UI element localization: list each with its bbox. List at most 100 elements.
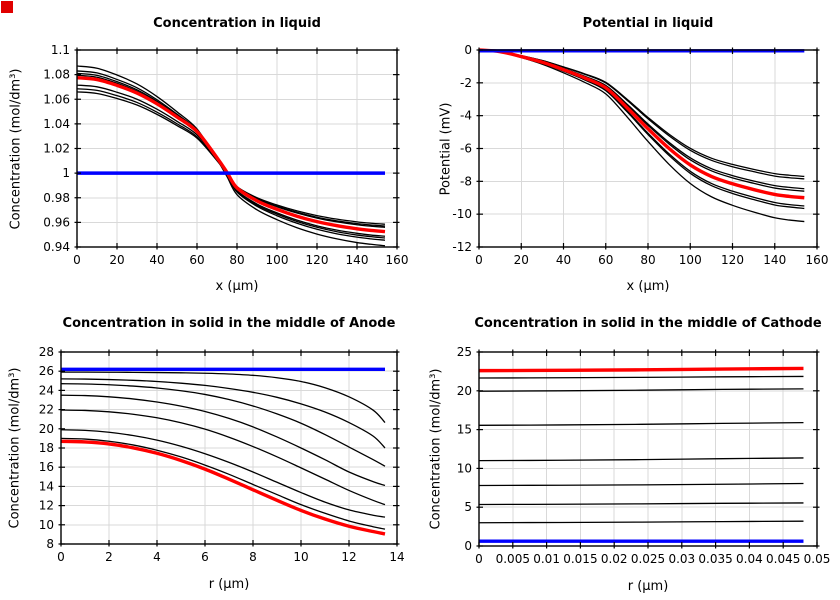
y-tick-label: 26	[39, 364, 54, 378]
series-t-mid-5	[60, 409, 386, 506]
series-t-mid-3	[76, 84, 386, 228]
series-t-mid-2	[478, 49, 805, 180]
y-tick-label: 0	[464, 43, 472, 57]
x-tick-label: 6	[201, 550, 209, 564]
y-tick-label: 0	[464, 539, 472, 553]
y-tick-label: 0.98	[43, 191, 70, 205]
y-tick-label: -6	[460, 142, 472, 156]
y-tick-label: -10	[452, 207, 472, 221]
series-t-mid-6	[76, 70, 386, 241]
y-tick-label: 1.1	[51, 43, 70, 57]
y-tick-label: 0.94	[43, 240, 70, 254]
x-tick-label: 100	[266, 253, 289, 267]
series-t-mid-3	[478, 421, 804, 426]
x-tick-label: 0.03	[668, 552, 695, 566]
y-tick-label: 18	[39, 441, 54, 455]
x-tick-label: 0.045	[766, 552, 800, 566]
x-tick-label: 160	[806, 253, 829, 267]
series-t-final	[478, 366, 804, 373]
x-tick-label: 0	[73, 253, 81, 267]
recording-indicator	[1, 1, 13, 13]
y-tick-label: 20	[457, 384, 472, 398]
chart-title: Concentration in liquid	[153, 16, 321, 31]
y-tick-label: 15	[457, 423, 472, 437]
x-tick-label: 140	[763, 253, 786, 267]
series-t-mid-1	[76, 91, 386, 225]
x-tick-label: 0	[475, 253, 483, 267]
series-t-mid-2	[60, 378, 386, 449]
y-tick-label: 28	[39, 345, 54, 359]
x-tick-label: 8	[249, 550, 257, 564]
series-t-mid-6	[478, 49, 805, 210]
x-tick-label: 2	[105, 550, 113, 564]
y-tick-label: 10	[39, 518, 54, 532]
chart-title: Concentration in solid in the middle of …	[62, 316, 396, 331]
x-tick-label: 12	[341, 550, 356, 564]
y-tick-label: 1.04	[43, 117, 70, 131]
series-t-mid-7	[478, 520, 804, 524]
y-tick-label: 25	[457, 345, 472, 359]
x-axis-label: r (µm)	[627, 579, 669, 594]
x-tick-label: 60	[598, 253, 613, 267]
y-tick-label: 1.06	[43, 92, 70, 106]
x-tick-label: 120	[306, 253, 329, 267]
x-tick-label: 10	[293, 550, 308, 564]
y-tick-label: 12	[39, 499, 54, 513]
y-tick-label: -12	[452, 240, 472, 254]
chart-concentration-in-liquid: Concentration in liquid Concentration (m…	[0, 0, 420, 300]
y-tick-label: 1	[62, 166, 70, 180]
series-t-final	[478, 48, 805, 200]
plot-area: 0 20 40 60 80 100 120 140 160 0 -2 -4 -6 -8 -10 -12	[452, 43, 829, 267]
x-tick-label: 0.025	[631, 552, 665, 566]
series-t-final	[60, 439, 386, 536]
series-t-mid-4	[478, 457, 804, 462]
y-tick-label: 0.96	[43, 215, 70, 229]
y-tick-label: 10	[457, 461, 472, 475]
x-tick-label: 0	[57, 550, 65, 564]
y-tick-label: -8	[460, 174, 472, 188]
x-axis-label: x (µm)	[215, 279, 259, 294]
x-tick-label: 60	[189, 253, 204, 267]
chart-title: Concentration in solid in the middle of …	[474, 316, 822, 331]
y-tick-label: -4	[460, 109, 472, 123]
chart-anode-solid-concentration: Concentration in solid in the middle of …	[0, 300, 420, 600]
y-tick-label: 20	[39, 422, 54, 436]
plot-area: 0 0.005 0.01 0.015 0.02 0.025 0.03 0.035 0.04 0.0…	[457, 345, 831, 566]
y-tick-label: 8	[46, 537, 54, 551]
x-tick-label: 4	[153, 550, 161, 564]
series-t-mid-7	[60, 437, 386, 530]
x-tick-label: 0.035	[698, 552, 732, 566]
x-tick-label: 0.05	[804, 552, 831, 566]
x-axis-label: r (µm)	[208, 577, 250, 592]
chart-potential-in-liquid: Potential in liquid Potential (mV) 0 20 40…	[420, 0, 840, 300]
x-tick-label: 0.02	[601, 552, 628, 566]
y-tick-label: 24	[39, 383, 54, 397]
x-tick-label: 0.01	[533, 552, 560, 566]
x-axis-label: x (µm)	[626, 279, 670, 294]
y-tick-label: 22	[39, 403, 54, 417]
x-tick-label: 0.005	[496, 552, 530, 566]
x-tick-label: 40	[149, 253, 164, 267]
series-t-mid-3	[60, 383, 386, 467]
x-tick-label: 80	[640, 253, 655, 267]
y-tick-label: 1.08	[43, 68, 70, 82]
chart-cathode-solid-concentration: Concentration in solid in the middle of …	[420, 300, 840, 600]
y-tick-label: 14	[39, 479, 54, 493]
y-tick-label: -2	[460, 76, 472, 90]
x-tick-label: 14	[389, 550, 404, 564]
series-t-mid-7	[76, 65, 386, 247]
x-tick-label: 100	[679, 253, 702, 267]
series-t-mid-6	[478, 502, 804, 506]
x-tick-label: 40	[556, 253, 571, 267]
x-tick-label: 0.015	[563, 552, 597, 566]
y-tick-label: 5	[464, 500, 472, 514]
chart-title: Potential in liquid	[582, 16, 714, 31]
plot-area: 0 20 40 60 80 100 120 140 160 0.94 0.96 0.98 1 1.02 1.…	[43, 43, 408, 267]
series-t-mid-4	[60, 394, 386, 487]
x-tick-label: 20	[109, 253, 124, 267]
y-tick-label: 16	[39, 460, 54, 474]
series-t-mid-2	[478, 388, 804, 392]
x-tick-label: 80	[229, 253, 244, 267]
series-t-mid-1	[60, 371, 386, 424]
